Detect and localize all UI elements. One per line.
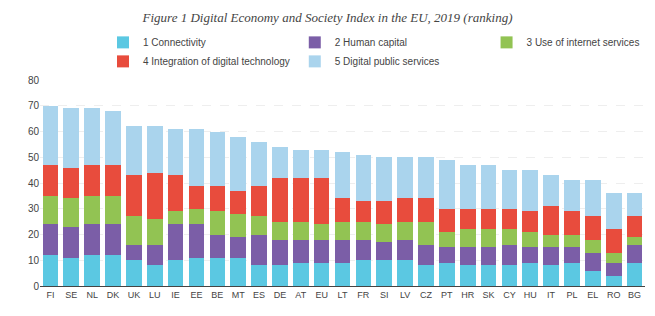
svg-text:20: 20: [28, 229, 40, 240]
svg-text:80: 80: [28, 75, 40, 86]
svg-text:EL: EL: [587, 290, 598, 300]
svg-text:SK: SK: [483, 290, 495, 300]
svg-text:4 Integration of digital techn: 4 Integration of digital technology: [143, 56, 290, 67]
svg-text:CY: CY: [503, 290, 516, 300]
svg-text:Figure 1 Digital Economy and S: Figure 1 Digital Economy and Society Ind…: [142, 10, 513, 25]
svg-text:MT: MT: [232, 290, 245, 300]
svg-text:LU: LU: [149, 290, 161, 300]
svg-text:CZ: CZ: [420, 290, 432, 300]
svg-text:NL: NL: [86, 290, 98, 300]
svg-text:PL: PL: [566, 290, 577, 300]
svg-text:LT: LT: [338, 290, 348, 300]
svg-text:IT: IT: [547, 290, 556, 300]
svg-text:IE: IE: [171, 290, 180, 300]
svg-text:SE: SE: [65, 290, 77, 300]
svg-text:HR: HR: [461, 290, 474, 300]
svg-text:3 Use of internet services: 3 Use of internet services: [527, 37, 640, 48]
svg-text:0: 0: [33, 281, 39, 292]
svg-text:UK: UK: [128, 290, 141, 300]
svg-text:RO: RO: [607, 290, 621, 300]
svg-text:10: 10: [28, 255, 40, 266]
svg-text:5 Digital public services: 5 Digital public services: [335, 56, 440, 67]
svg-text:PT: PT: [441, 290, 453, 300]
svg-text:FR: FR: [357, 290, 369, 300]
svg-text:DK: DK: [107, 290, 120, 300]
svg-text:LV: LV: [400, 290, 410, 300]
svg-text:EU: EU: [315, 290, 328, 300]
svg-text:DE: DE: [274, 290, 287, 300]
svg-text:HU: HU: [524, 290, 537, 300]
svg-text:EE: EE: [190, 290, 202, 300]
svg-text:SI: SI: [380, 290, 389, 300]
svg-text:AT: AT: [295, 290, 306, 300]
svg-text:30: 30: [28, 203, 40, 214]
svg-text:2 Human capital: 2 Human capital: [335, 37, 407, 48]
svg-text:70: 70: [28, 100, 40, 111]
svg-text:1 Connectivity: 1 Connectivity: [143, 37, 206, 48]
svg-text:FI: FI: [46, 290, 54, 300]
svg-text:50: 50: [28, 152, 40, 163]
svg-text:BE: BE: [211, 290, 223, 300]
svg-text:BG: BG: [628, 290, 641, 300]
svg-text:40: 40: [28, 178, 40, 189]
svg-text:ES: ES: [253, 290, 265, 300]
svg-text:60: 60: [28, 126, 40, 137]
